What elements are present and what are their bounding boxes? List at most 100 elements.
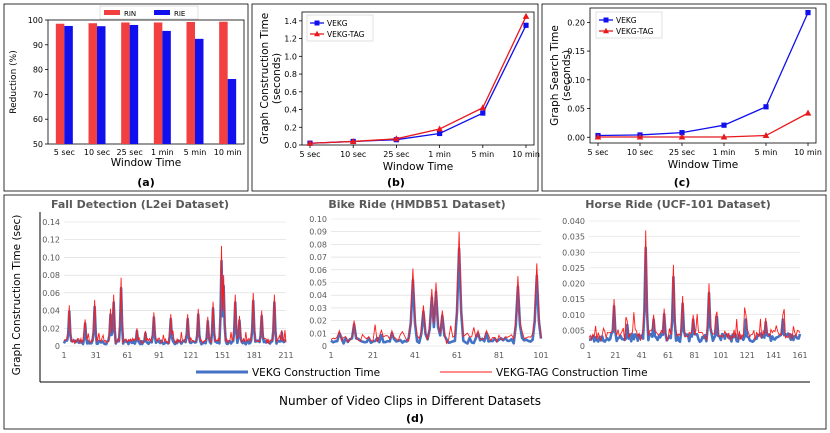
y-tick-label-a: 90 xyxy=(33,41,43,50)
x-tick-label-d: 181 xyxy=(247,351,262,360)
y-tick-label-a: 70 xyxy=(33,90,43,99)
legend-label-vekg: VEKG Construction Time xyxy=(252,367,380,379)
y-tick-label-a: 60 xyxy=(33,115,43,124)
panel-title: Horse Ride (UCF-101 Dataset) xyxy=(585,198,771,211)
caption: (c) xyxy=(674,176,691,189)
bar-rin xyxy=(88,23,97,144)
legend xyxy=(306,14,374,42)
y-axis-label: Graph Search Time(seconds) xyxy=(549,25,573,126)
y-tick-label-d: 0.07 xyxy=(309,253,327,262)
x-tick-label-a: 1 min xyxy=(151,148,174,157)
x-axis-label-d: Number of Video Clips in Different Datas… xyxy=(279,394,541,408)
bar-rie xyxy=(227,79,237,144)
marker-square xyxy=(523,22,529,28)
plot-frame xyxy=(589,7,817,144)
y-tick-label-d: 0.04 xyxy=(309,291,327,300)
y-tick-label-d: 0.01 xyxy=(309,329,327,338)
y-tick-label: 0.10 xyxy=(567,76,585,85)
x-tick-label-d: 61 xyxy=(663,351,673,360)
bar-rin xyxy=(186,21,195,144)
legend-label: VEKG-TAG xyxy=(616,27,654,36)
legend-label: VEKG xyxy=(616,16,637,25)
y-tick-label-d: 0.08 xyxy=(309,240,327,249)
y-axis-label-d: Graph Construction Time (sec) xyxy=(11,215,23,376)
plot-frame xyxy=(301,11,535,146)
panel-c-border xyxy=(541,3,827,192)
panel-title: Bike Ride (HMDB51 Dataset) xyxy=(328,198,505,211)
y-tick-label-d: 0 xyxy=(322,342,327,351)
y-tick-label-d: 0.030 xyxy=(562,248,585,257)
y-tick-label-d: 0.09 xyxy=(309,228,327,237)
legend-swatch-a xyxy=(154,10,170,15)
bar-rin xyxy=(55,23,65,144)
marker-triangle xyxy=(436,125,443,132)
x-tick-label: 10 min xyxy=(794,148,822,157)
y-tick-label-d: 0.06 xyxy=(42,289,60,298)
x-tick-label-d: 41 xyxy=(637,351,647,360)
marker-triangle xyxy=(762,132,770,139)
y-tick-label-d: 0.035 xyxy=(562,233,585,242)
marker-square xyxy=(763,104,769,110)
bar-rie xyxy=(162,30,171,144)
marker-square xyxy=(480,110,486,116)
marker-triangle xyxy=(479,104,487,111)
panel-d-border xyxy=(3,194,827,430)
bar-rin xyxy=(153,22,163,145)
x-tick-label-d: 41 xyxy=(410,351,420,360)
y-tick-label-a: 50 xyxy=(33,140,43,149)
x-axis-label-a: Window Time xyxy=(111,157,181,169)
bar-rin xyxy=(219,21,228,144)
y-tick-label-d: 0.010 xyxy=(562,311,585,320)
marker-square xyxy=(679,130,685,136)
series-vekg xyxy=(330,247,543,345)
y-tick-label: 0.0 xyxy=(284,141,297,150)
legend-swatch-a xyxy=(104,10,120,15)
y-tick-label: 0.2 xyxy=(284,123,297,132)
y-tick-label: 1.2 xyxy=(284,35,297,44)
series-vekg xyxy=(62,259,287,346)
x-tick-label: 1 min xyxy=(428,150,451,159)
x-tick-label: 25 sec xyxy=(669,148,695,157)
y-tick-label-d: 0.020 xyxy=(562,280,585,289)
x-tick-label-d: 151 xyxy=(215,351,230,360)
legend-label-a: RIE xyxy=(174,10,185,18)
x-tick-label-d: 121 xyxy=(183,351,198,360)
legend-a xyxy=(99,5,199,20)
legend-marker xyxy=(603,17,609,23)
marker-square xyxy=(805,9,811,16)
panel-title: Fall Detection (L2ei Dataset) xyxy=(51,198,229,211)
series-vekg-tag xyxy=(330,231,542,345)
x-axis-label: Window Time xyxy=(668,159,738,171)
series-vekg-tag xyxy=(588,230,801,342)
x-tick-label: 5 sec xyxy=(587,148,608,157)
x-tick-label-a: 5 min xyxy=(184,148,207,157)
x-tick-label: 25 sec xyxy=(383,150,409,159)
y-tick-label-d: 0.025 xyxy=(562,264,585,273)
plot-a-frame xyxy=(47,19,245,145)
marker-square xyxy=(437,130,443,137)
x-tick-label-d: 1 xyxy=(61,351,66,360)
legend-label: VEKG-TAG xyxy=(327,30,365,39)
x-tick-label: 5 min xyxy=(755,148,778,157)
x-tick-label-d: 101 xyxy=(713,351,728,360)
y-tick-label-a: 80 xyxy=(33,66,43,75)
y-tick-label: 1.4 xyxy=(284,17,297,26)
x-tick-label-d: 1 xyxy=(586,351,591,360)
y-tick-label-d: 0.02 xyxy=(42,324,60,333)
x-tick-label-d: 21 xyxy=(368,351,378,360)
y-axis-label: Graph Construction Time(seconds) xyxy=(259,13,283,144)
y-tick-label: 0.05 xyxy=(567,105,585,114)
x-tick-label-d: 101 xyxy=(533,351,548,360)
series-vekg xyxy=(588,246,802,344)
legend-label: VEKG xyxy=(327,19,348,28)
x-tick-label: 5 min xyxy=(471,150,494,159)
legend-marker xyxy=(314,20,320,26)
y-tick-label: 1.0 xyxy=(284,52,297,61)
legend-label-a: RIN xyxy=(124,10,136,18)
y-tick-label-d: 0 xyxy=(55,342,60,351)
x-tick-label-a: 10 min xyxy=(214,148,242,157)
x-tick-label-d: 211 xyxy=(278,351,293,360)
marker-triangle xyxy=(804,109,812,116)
panel-a-border xyxy=(3,3,249,192)
